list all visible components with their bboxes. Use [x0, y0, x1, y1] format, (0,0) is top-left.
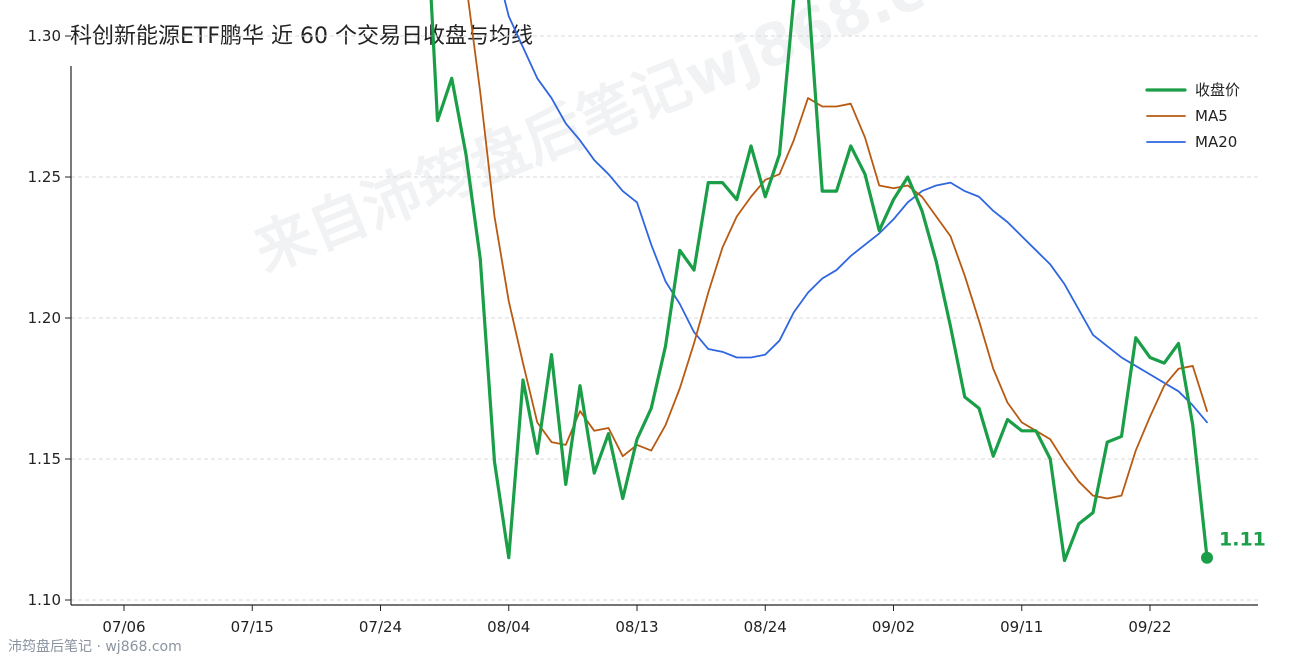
x-tick-label: 08/13	[615, 618, 658, 636]
y-tick-label: 1.10	[28, 591, 61, 609]
series-line-ma20	[503, 0, 1208, 424]
last-close-point	[1201, 551, 1213, 564]
last-point-marker: 1.11	[1201, 529, 1266, 564]
y-tick-label: 1.25	[28, 168, 61, 186]
x-axis-ticks: 07/06 07/15 07/24 08/04 08/13 08/24 09/02 09/11…	[102, 605, 1172, 636]
x-tick-label: 09/11	[1000, 618, 1043, 636]
y-tick-label: 1.30	[28, 27, 61, 45]
x-tick-label: 07/15	[231, 618, 274, 636]
footer-source: 沛筠盘后笔记 · wj868.com	[8, 639, 182, 655]
x-tick-label: 09/02	[872, 618, 915, 636]
legend-label: MA5	[1195, 107, 1228, 125]
series-line-close	[429, 0, 1209, 563]
legend-label: MA20	[1195, 133, 1237, 151]
gridlines	[71, 35, 1258, 601]
x-tick-label: 07/06	[102, 618, 145, 636]
series-lines	[429, 0, 1209, 563]
series-line-ma5	[467, 0, 1208, 500]
last-close-label: 1.11	[1219, 529, 1266, 551]
y-tick-label: 1.15	[28, 450, 61, 468]
x-tick-label: 08/24	[744, 618, 787, 636]
x-tick-label: 09/22	[1128, 618, 1171, 636]
x-tick-label: 08/04	[487, 618, 530, 636]
y-axis-ticks: 1.101.151.201.251.301.351.401.45	[28, 27, 71, 609]
x-tick-label: 07/24	[359, 618, 402, 636]
legend: 收盘价 MA5 MA20	[1145, 81, 1240, 151]
chart-title: 科创新能源ETF鹏华 近 60 个交易日收盘与均线	[70, 24, 533, 49]
legend-label: 收盘价	[1195, 81, 1240, 99]
y-tick-label: 1.20	[28, 309, 61, 327]
axes	[70, 66, 1258, 606]
